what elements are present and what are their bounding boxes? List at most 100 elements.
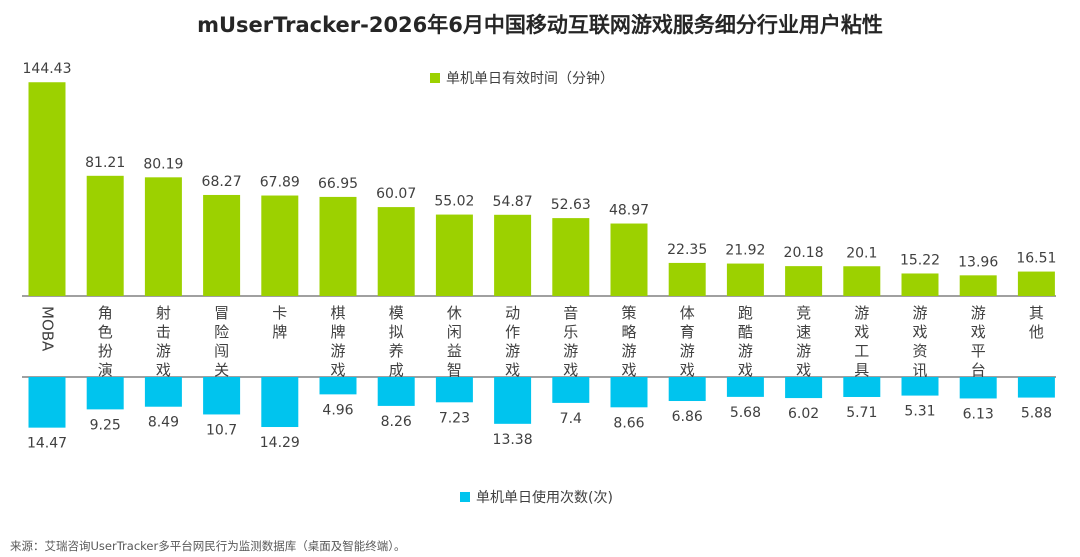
count-bar [435,377,473,403]
count-value-label: 14.47 [27,436,67,452]
time-bar [144,177,182,296]
count-bar [28,377,66,428]
time-bar [552,218,590,296]
time-bar [1017,271,1055,296]
time-bar [494,214,532,296]
category-label: 游戏平台 [971,304,986,379]
count-bar [610,377,648,408]
count-bar [144,377,182,407]
time-bar [86,175,124,296]
count-bar [959,377,997,399]
category-label: 休闲益智 [447,304,462,379]
category-label: MOBA [39,306,57,352]
time-value-label: 48.97 [609,203,649,219]
count-value-label: 10.7 [206,422,237,438]
count-value-label: 5.88 [1021,406,1052,422]
time-bar [668,262,706,296]
time-value-label: 80.19 [143,156,183,172]
source-note: 来源：艾瑞咨询UserTracker多平台网民行为监测数据库（桌面及智能终端）。 [10,539,405,553]
time-value-label: 54.87 [493,194,533,210]
count-value-label: 8.26 [381,414,412,430]
count-value-label: 6.02 [788,406,819,422]
count-value-label: 9.25 [90,417,121,433]
time-bar [726,263,764,296]
time-value-label: 68.27 [202,174,242,190]
time-value-label: 22.35 [667,242,707,258]
chart-title: mUserTracker-2026年6月中国移动互联网游戏服务细分行业用户粘性 [197,13,883,37]
time-value-label: 20.1 [846,245,877,261]
count-value-label: 7.23 [439,410,470,426]
time-bar [435,214,473,296]
time-value-label: 52.63 [551,197,591,213]
category-label: 卡牌 [272,304,287,341]
time-value-label: 60.07 [376,186,416,202]
count-bar [203,377,241,415]
count-value-label: 6.13 [963,406,994,422]
count-value-label: 4.96 [322,402,353,418]
count-value-label: 8.66 [613,415,644,431]
count-value-labels: 14.47 9.25 8.49 10.7 14.29 4.96 8.26 7.23 13.38 7… [27,402,1052,451]
count-bar [1017,377,1055,398]
legend-swatch-count [460,492,470,502]
time-bars [28,82,1055,297]
legend-swatch-time [430,73,440,83]
legend-label-time: 单机单日有效时间（分钟） [446,70,614,87]
category-label: 其他 [1029,304,1044,341]
time-bar [785,266,823,296]
category-label: 角色扮演 [98,304,113,379]
category-label: 音乐游戏 [563,304,578,379]
count-value-label: 5.71 [846,405,877,421]
count-bar [86,377,124,410]
category-label: 体育游戏 [680,304,695,379]
count-bar [319,377,357,395]
category-label: 游戏工具 [854,304,869,379]
count-bar [668,377,706,402]
count-value-label: 8.49 [148,415,179,431]
time-value-label: 13.96 [958,254,998,270]
category-label: 棋牌游戏 [330,304,345,379]
time-value-label: 55.02 [434,194,474,210]
time-bar [901,273,939,296]
count-bar [785,377,823,399]
time-value-label: 144.43 [23,61,72,77]
count-bar [377,377,415,406]
count-bar [726,377,764,397]
category-label: 冒险闯关 [214,304,229,379]
category-label: 模拟养成 [389,304,404,379]
count-bar [261,377,299,428]
category-label: 游戏资讯 [912,304,927,379]
count-value-label: 5.68 [730,405,761,421]
time-bar [319,196,357,296]
time-bar [843,266,881,296]
count-value-label: 14.29 [260,435,300,451]
category-label: 射击游戏 [156,304,171,379]
category-label: 动作游戏 [505,304,520,379]
time-value-label: 81.21 [85,155,125,171]
count-value-label: 5.31 [904,404,935,420]
count-bar [552,377,590,403]
count-bar [494,377,532,424]
count-bar [901,377,939,396]
legend-bottom: 单机单日使用次数(次) [460,489,613,506]
time-value-label: 16.51 [1016,251,1056,267]
time-bar [959,275,997,296]
count-value-label: 13.38 [493,432,533,448]
category-labels: MOBA 角色扮演 射击游戏 冒险闯关 卡牌 棋牌游戏 模拟养成 休闲益智 动作游戏 音乐游戏 策略… [39,304,1044,379]
count-bars [28,377,1055,428]
count-value-label: 7.4 [560,411,582,427]
time-value-labels: 144.43 81.21 80.19 68.27 67.89 66.95 60.07 55.0… [23,61,1057,270]
legend-label-count: 单机单日使用次数(次) [476,489,613,506]
time-bar [261,195,299,296]
count-bar [843,377,881,397]
time-bar [203,194,241,296]
time-value-label: 66.95 [318,176,358,192]
time-bar [610,223,648,296]
time-value-label: 15.22 [900,252,940,268]
time-bar [28,82,66,297]
count-value-label: 6.86 [672,409,703,425]
time-value-label: 21.92 [725,243,765,259]
category-label: 策略游戏 [621,304,636,379]
category-label: 竞速游戏 [796,304,811,379]
time-bar [377,207,415,296]
